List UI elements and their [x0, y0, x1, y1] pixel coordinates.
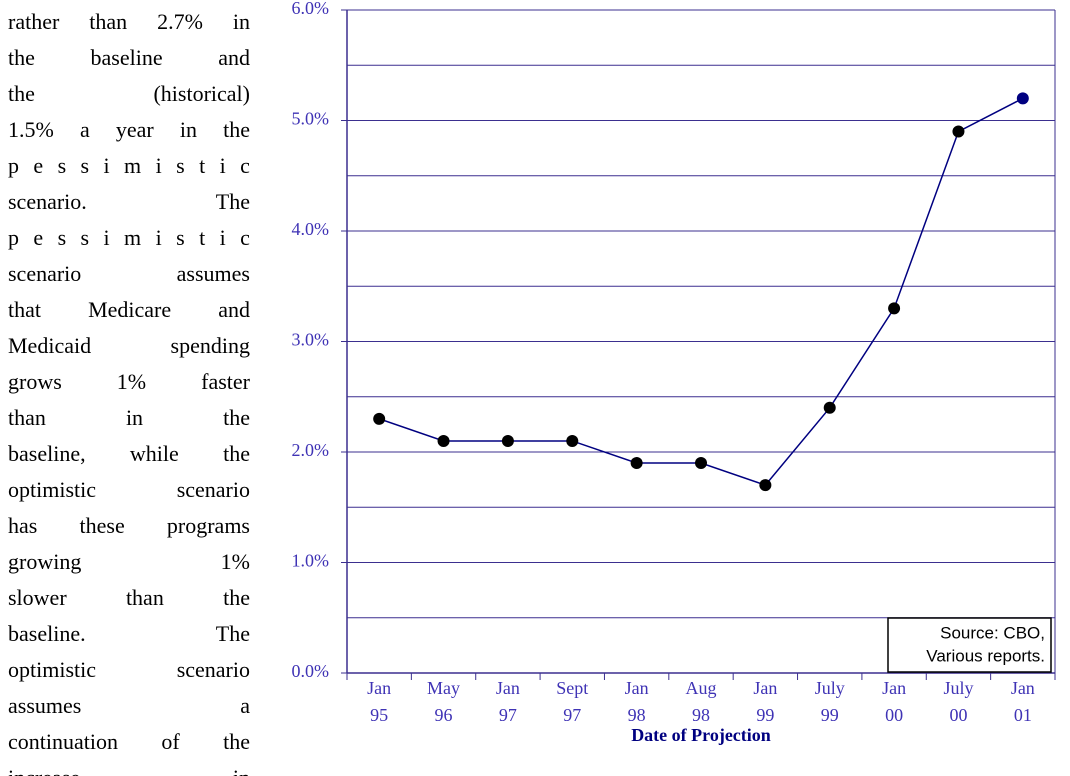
- text-line: 1.5% a year in the: [8, 117, 250, 142]
- y-tick-label: 6.0%: [292, 0, 330, 18]
- source-text: Source: CBO,: [940, 623, 1045, 642]
- text-line: baseline. The: [8, 621, 250, 646]
- data-point: [952, 125, 965, 138]
- data-point: [888, 302, 901, 315]
- data-point: [695, 457, 707, 470]
- text-line: Medicaid spending: [8, 333, 250, 358]
- text-line: the baseline and: [8, 45, 250, 70]
- text-line: than in the: [8, 405, 250, 430]
- text-line: scenario assumes: [8, 261, 250, 286]
- y-tick-label: 0.0%: [292, 661, 330, 681]
- text-line: continuation of the: [8, 729, 250, 754]
- x-tick-label: Jan 00: [882, 678, 906, 725]
- x-axis-title: Date of Projection: [631, 725, 771, 745]
- text-line: baseline, while the: [8, 441, 250, 466]
- data-point: [373, 412, 386, 425]
- x-tick-label: Jan 95: [367, 678, 391, 725]
- data-line: [378, 97, 1024, 487]
- text-line: rather than 2.7% in: [8, 9, 250, 34]
- text-line: the (historical): [8, 81, 250, 106]
- y-tick-label: 2.0%: [292, 440, 330, 460]
- text-line: assumes a: [8, 693, 250, 718]
- text-line: scenario. The: [8, 189, 250, 214]
- text-line: grows 1% faster: [8, 369, 250, 394]
- source-text: Various reports.: [926, 646, 1045, 665]
- text-line: slower than the: [8, 585, 250, 610]
- data-point: [1016, 92, 1029, 105]
- x-tick-label: Sept 97: [556, 678, 588, 725]
- text-line: growing 1%: [8, 549, 250, 574]
- x-tick-label: July 99: [815, 678, 845, 725]
- y-tick-label: 1.0%: [292, 551, 330, 571]
- data-point: [501, 434, 514, 447]
- x-tick-label: May 96: [427, 678, 460, 725]
- x-tick-label: Jan 98: [625, 678, 649, 725]
- x-tick-label: Jan 97: [496, 678, 520, 725]
- data-point: [630, 457, 643, 470]
- x-tick-label: July 00: [943, 678, 973, 725]
- y-tick-label: 4.0%: [292, 219, 330, 239]
- x-tick-label: Aug 98: [686, 678, 717, 725]
- text-line: that Medicare and: [8, 297, 250, 322]
- y-tick-label: 5.0%: [292, 109, 330, 129]
- data-point: [566, 434, 579, 447]
- y-tick-label: 3.0%: [292, 330, 330, 350]
- text-line: increasein: [8, 760, 250, 776]
- text-line: optimistic scenario: [8, 477, 250, 502]
- data-point: [759, 479, 772, 492]
- text-line: has these programs: [8, 513, 250, 538]
- x-tick-label: Jan 99: [753, 678, 777, 725]
- x-tick-label: Jan 01: [1011, 678, 1035, 725]
- source-box-frame: [887, 617, 1052, 673]
- source-box: Source: CBO, Various reports.: [887, 617, 1052, 673]
- data-point: [823, 401, 836, 414]
- data-point: [437, 434, 450, 447]
- text-line: optimistic scenario: [8, 657, 250, 682]
